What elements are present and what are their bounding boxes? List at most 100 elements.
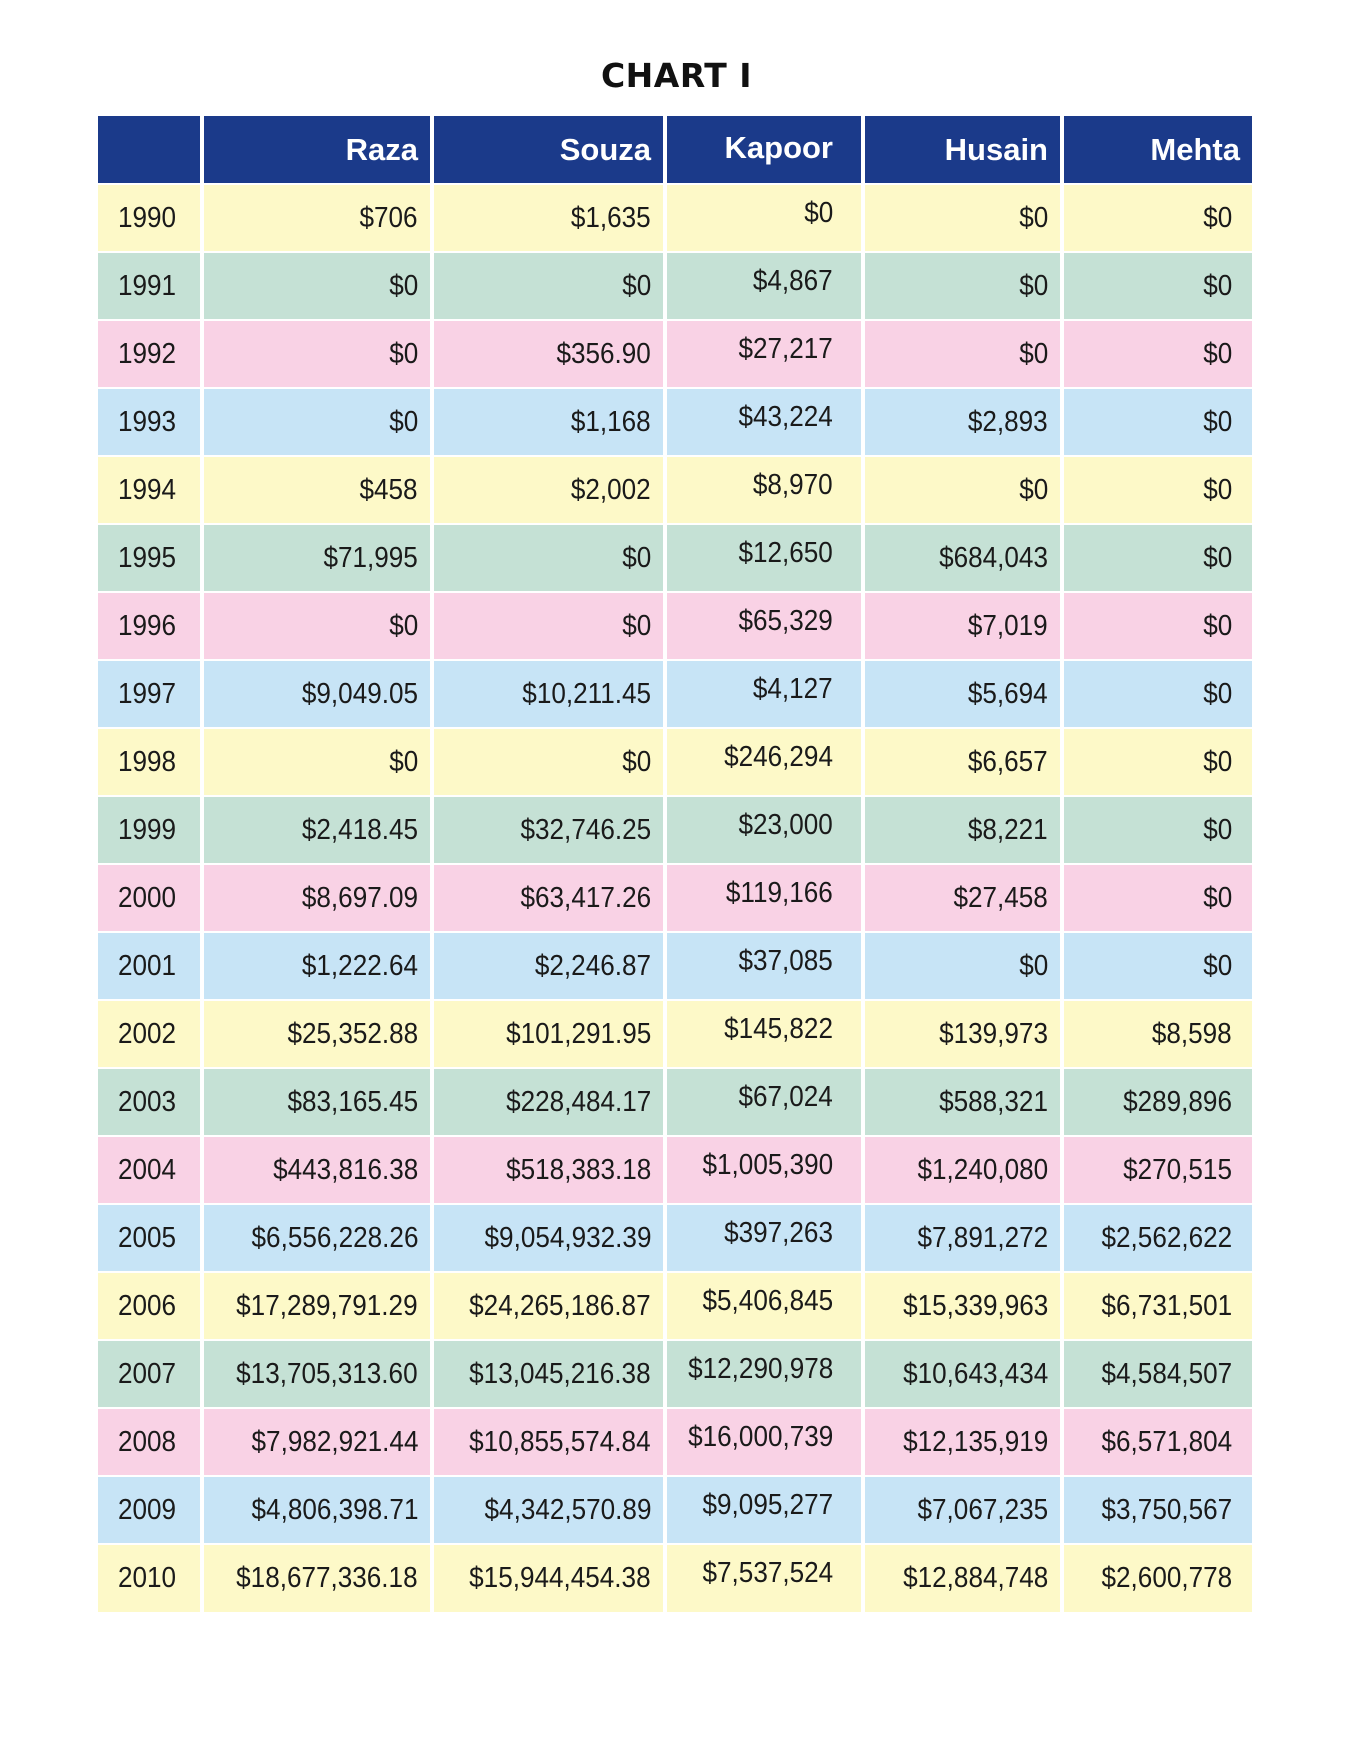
cell-raza: $706 [200,183,434,252]
table-row: 2006 $17,289,791.29 $24,265,186.87 $5,406,8… [98,1271,1252,1340]
cell-souza: $101,291.95 [430,999,667,1068]
cell-year: 2008 [98,1407,204,1476]
cell-mehta: $0 [1060,727,1252,796]
table-row: 1998 $0 $0 $246,294 $6,657 $0 [98,727,1252,796]
cell-raza: $4,806,398.71 [200,1475,434,1544]
cell-husain: $27,458 [861,863,1064,932]
cell-mehta: $0 [1060,795,1252,864]
cell-souza: $228,484.17 [430,1067,667,1136]
cell-raza: $443,816.38 [200,1135,434,1204]
table-row: 1996 $0 $0 $65,329 $7,019 $0 [98,591,1252,660]
cell-husain: $7,019 [861,591,1064,660]
cell-year: 2001 [98,931,204,1000]
cell-husain: $8,221 [861,795,1064,864]
cell-year: 1999 [98,795,204,864]
header-raza: Raza [200,116,434,184]
cell-husain: $6,657 [861,727,1064,796]
cell-husain: $7,891,272 [861,1203,1064,1272]
cell-kapoor: $4,867 [663,251,865,320]
cell-mehta: $2,600,778 [1060,1543,1252,1612]
cell-husain: $588,321 [861,1067,1064,1136]
table-row: 1993 $0 $1,168 $43,224 $2,893 $0 [98,387,1252,456]
cell-raza: $25,352.88 [200,999,434,1068]
cell-raza: $0 [200,251,434,320]
cell-mehta: $289,896 [1060,1067,1252,1136]
cell-kapoor: $7,537,524 [663,1543,865,1612]
cell-year: 1995 [98,523,204,592]
table-row: 2000 $8,697.09 $63,417.26 $119,166 $27,458 $0 [98,863,1252,932]
cell-year: 1991 [98,251,204,320]
cell-mehta: $270,515 [1060,1135,1252,1204]
cell-souza: $63,417.26 [430,863,667,932]
table-row: 1992 $0 $356.90 $27,217 $0 $0 [98,319,1252,388]
cell-souza: $24,265,186.87 [430,1271,667,1340]
header-row: Raza Souza Kapoor Husain Mehta [98,116,1252,184]
cell-husain: $5,694 [861,659,1064,728]
cell-year: 2007 [98,1339,204,1408]
table-row: 1995 $71,995 $0 $12,650 $684,043 $0 [98,523,1252,592]
table-row: 2005 $6,556,228.26 $9,054,932.39 $397,263 $7… [98,1203,1252,1272]
cell-souza: $1,168 [430,387,667,456]
cell-mehta: $0 [1060,387,1252,456]
cell-husain: $15,339,963 [861,1271,1064,1340]
cell-mehta: $2,562,622 [1060,1203,1252,1272]
cell-kapoor: $4,127 [663,659,865,728]
table-row: 1999 $2,418.45 $32,746.25 $23,000 $8,221 $0 [98,795,1252,864]
cell-kapoor: $12,650 [663,523,865,592]
cell-souza: $0 [430,727,667,796]
table-body: 1990 $706 $1,635 $0 $0 $0 1991 $0 $0 $4,867 $0 $0 19… [98,183,1252,1612]
cell-mehta: $4,584,507 [1060,1339,1252,1408]
cell-year: 1992 [98,319,204,388]
cell-mehta: $6,571,804 [1060,1407,1252,1476]
cell-raza: $6,556,228.26 [200,1203,434,1272]
header-mehta: Mehta [1060,116,1252,184]
cell-kapoor: $119,166 [663,863,865,932]
cell-year: 1994 [98,455,204,524]
cell-mehta: $0 [1060,591,1252,660]
cell-souza: $0 [430,251,667,320]
cell-souza: $10,211.45 [430,659,667,728]
cell-year: 1996 [98,591,204,660]
cell-husain: $684,043 [861,523,1064,592]
cell-raza: $18,677,336.18 [200,1543,434,1612]
cell-husain: $139,973 [861,999,1064,1068]
table-row: 1991 $0 $0 $4,867 $0 $0 [98,251,1252,320]
cell-souza: $2,002 [430,455,667,524]
cell-souza: $0 [430,523,667,592]
table-row: 2009 $4,806,398.71 $4,342,570.89 $9,095,277… [98,1475,1252,1544]
cell-husain: $12,884,748 [861,1543,1064,1612]
cell-raza: $0 [200,727,434,796]
cell-mehta: $0 [1060,863,1252,932]
cell-mehta: $8,598 [1060,999,1252,1068]
cell-souza: $4,342,570.89 [430,1475,667,1544]
header-year [98,116,204,184]
table-row: 2004 $443,816.38 $518,383.18 $1,005,390 $1,2… [98,1135,1252,1204]
table-row: 1994 $458 $2,002 $8,970 $0 $0 [98,455,1252,524]
cell-mehta: $0 [1060,183,1252,252]
cell-raza: $13,705,313.60 [200,1339,434,1408]
cell-husain: $0 [861,455,1064,524]
cell-mehta: $0 [1060,659,1252,728]
cell-mehta: $6,731,501 [1060,1271,1252,1340]
data-table: Raza Souza Kapoor Husain Mehta 1990 $706 $… [98,116,1252,1612]
cell-year: 1998 [98,727,204,796]
cell-year: 2004 [98,1135,204,1204]
cell-kapoor: $43,224 [663,387,865,456]
cell-raza: $458 [200,455,434,524]
cell-year: 1997 [98,659,204,728]
cell-mehta: $0 [1060,931,1252,1000]
cell-souza: $356.90 [430,319,667,388]
cell-raza: $83,165.45 [200,1067,434,1136]
header-souza: Souza [430,116,667,184]
cell-kapoor: $67,024 [663,1067,865,1136]
cell-raza: $1,222.64 [200,931,434,1000]
cell-year: 2002 [98,999,204,1068]
cell-raza: $0 [200,319,434,388]
table-row: 2008 $7,982,921.44 $10,855,574.84 $16,000,7… [98,1407,1252,1476]
table-row: 2007 $13,705,313.60 $13,045,216.38 $12,290,… [98,1339,1252,1408]
cell-husain: $0 [861,251,1064,320]
cell-husain: $7,067,235 [861,1475,1064,1544]
cell-souza: $1,635 [430,183,667,252]
cell-year: 2003 [98,1067,204,1136]
table-row: 2002 $25,352.88 $101,291.95 $145,822 $139,97… [98,999,1252,1068]
